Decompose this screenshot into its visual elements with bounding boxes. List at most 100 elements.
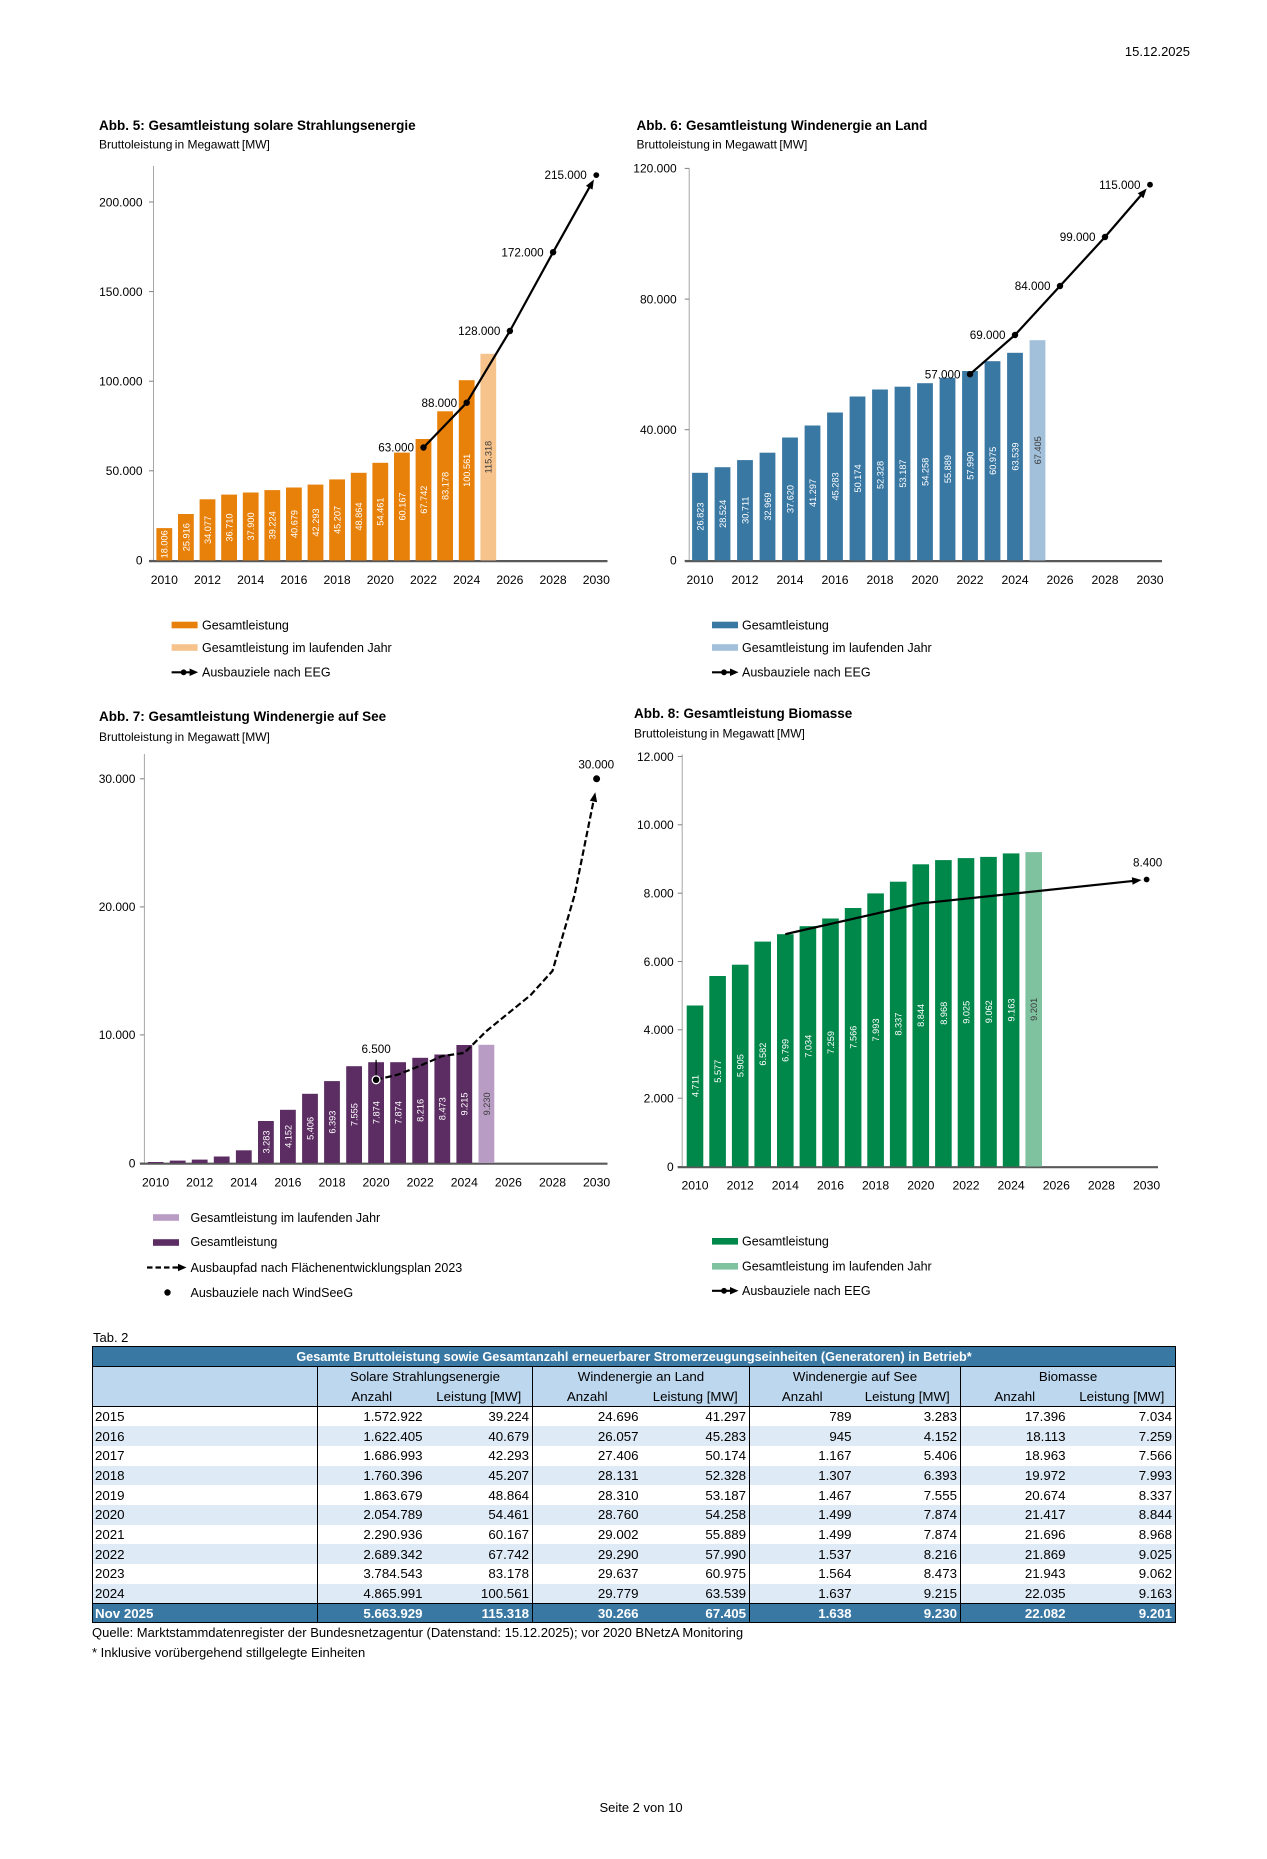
svg-text:2020: 2020: [363, 1175, 390, 1189]
svg-text:2018: 2018: [324, 573, 351, 587]
svg-text:115.000: 115.000: [1099, 179, 1141, 192]
svg-text:Gesamtleistung: Gesamtleistung: [191, 1235, 278, 1249]
svg-text:40.679: 40.679: [289, 510, 299, 538]
svg-text:45.207: 45.207: [333, 506, 343, 534]
svg-text:Bruttoleistung in Megawatt [MW: Bruttoleistung in Megawatt [MW]: [99, 138, 270, 152]
svg-text:Gesamtleistung: Gesamtleistung: [202, 618, 289, 632]
svg-text:8.844: 8.844: [916, 1004, 926, 1027]
svg-text:2014: 2014: [776, 573, 803, 587]
svg-text:6.500: 6.500: [361, 1043, 391, 1056]
svg-text:2022: 2022: [956, 573, 983, 587]
svg-text:2014: 2014: [772, 1178, 799, 1192]
svg-text:Bruttoleistung in Megawatt [MW: Bruttoleistung in Megawatt [MW]: [637, 138, 808, 152]
svg-text:2028: 2028: [1091, 573, 1118, 587]
svg-text:2018: 2018: [866, 573, 893, 587]
svg-text:9.062: 9.062: [984, 1000, 994, 1023]
svg-text:45.283: 45.283: [830, 472, 840, 500]
svg-text:60.167: 60.167: [397, 492, 407, 520]
svg-text:2010: 2010: [686, 573, 713, 587]
svg-text:128.000: 128.000: [458, 325, 501, 338]
svg-text:0: 0: [136, 554, 143, 568]
svg-text:2030: 2030: [1136, 573, 1163, 587]
svg-text:80.000: 80.000: [640, 292, 677, 306]
svg-text:2012: 2012: [194, 573, 221, 587]
svg-text:Abb. 8: Gesamtleistung Biomass: Abb. 8: Gesamtleistung Biomasse: [634, 706, 853, 721]
svg-text:Ausbauziele nach EEG: Ausbauziele nach EEG: [202, 666, 331, 680]
svg-text:2016: 2016: [274, 1175, 301, 1189]
svg-text:83.178: 83.178: [441, 472, 451, 500]
svg-text:42.293: 42.293: [311, 508, 321, 536]
svg-text:115.318: 115.318: [484, 441, 494, 474]
svg-text:5.905: 5.905: [736, 1054, 746, 1077]
svg-text:2030: 2030: [1133, 1178, 1160, 1192]
svg-text:2028: 2028: [540, 573, 567, 587]
svg-text:2030: 2030: [583, 573, 610, 587]
svg-text:7.993: 7.993: [871, 1019, 881, 1042]
svg-text:Ausbaupfad nach Flächenentwick: Ausbaupfad nach Flächenentwicklungsplan …: [191, 1261, 463, 1275]
svg-text:5.406: 5.406: [305, 1117, 315, 1140]
svg-text:2020: 2020: [367, 573, 394, 587]
svg-text:2012: 2012: [727, 1178, 754, 1192]
svg-text:40.000: 40.000: [640, 423, 677, 437]
svg-text:32.969: 32.969: [763, 493, 773, 521]
svg-text:Ausbauziele nach EEG: Ausbauziele nach EEG: [742, 1284, 871, 1298]
svg-text:2020: 2020: [907, 1178, 934, 1192]
svg-text:57.990: 57.990: [965, 452, 975, 480]
svg-text:52.328: 52.328: [875, 461, 885, 489]
svg-text:39.224: 39.224: [268, 511, 278, 539]
svg-text:9.201: 9.201: [1029, 998, 1039, 1021]
svg-text:100.561: 100.561: [462, 454, 472, 487]
svg-text:Ausbauziele nach WindSeeG: Ausbauziele nach WindSeeG: [191, 1286, 354, 1300]
svg-text:25.916: 25.916: [181, 523, 191, 551]
svg-text:9.215: 9.215: [460, 1093, 470, 1116]
svg-text:2016: 2016: [817, 1178, 844, 1192]
svg-text:7.566: 7.566: [849, 1026, 859, 1049]
svg-text:2030: 2030: [583, 1175, 610, 1189]
svg-text:7.874: 7.874: [372, 1101, 382, 1124]
svg-text:8.968: 8.968: [939, 1002, 949, 1025]
svg-text:26.823: 26.823: [695, 503, 705, 531]
svg-text:30.711: 30.711: [740, 496, 750, 523]
svg-text:4.152: 4.152: [283, 1125, 293, 1148]
svg-text:Abb. 6: Gesamtleistung Windene: Abb. 6: Gesamtleistung Windenergie an La…: [637, 118, 928, 133]
svg-text:2020: 2020: [911, 573, 938, 587]
svg-text:4.711: 4.711: [690, 1075, 700, 1097]
svg-text:8.216: 8.216: [416, 1099, 426, 1122]
svg-text:172.000: 172.000: [501, 246, 544, 259]
svg-text:2026: 2026: [1046, 573, 1073, 587]
svg-text:7.555: 7.555: [350, 1103, 360, 1126]
svg-text:100.000: 100.000: [99, 375, 143, 389]
svg-text:18.006: 18.006: [160, 530, 170, 558]
svg-text:2014: 2014: [230, 1175, 257, 1189]
svg-text:55.889: 55.889: [943, 455, 953, 483]
svg-text:48.864: 48.864: [354, 503, 364, 531]
svg-text:8.400: 8.400: [1133, 857, 1163, 870]
svg-text:2018: 2018: [862, 1178, 889, 1192]
svg-text:2012: 2012: [186, 1175, 213, 1189]
svg-text:2014: 2014: [237, 573, 264, 587]
svg-text:54.258: 54.258: [920, 458, 930, 486]
svg-text:6.799: 6.799: [781, 1039, 791, 1062]
svg-text:99.000: 99.000: [1060, 231, 1096, 244]
svg-text:2016: 2016: [280, 573, 307, 587]
svg-text:2026: 2026: [1043, 1178, 1070, 1192]
svg-text:150.000: 150.000: [99, 285, 143, 299]
svg-text:10.000: 10.000: [99, 1028, 136, 1042]
svg-text:67.742: 67.742: [419, 486, 429, 514]
svg-text:53.187: 53.187: [898, 459, 908, 487]
svg-text:2016: 2016: [821, 573, 848, 587]
svg-text:2028: 2028: [539, 1175, 566, 1189]
svg-text:2010: 2010: [151, 573, 178, 587]
svg-text:2022: 2022: [407, 1175, 434, 1189]
svg-text:Gesamtleistung im laufenden Ja: Gesamtleistung im laufenden Jahr: [202, 641, 392, 655]
svg-text:0: 0: [670, 554, 677, 568]
svg-text:2026: 2026: [495, 1175, 522, 1189]
svg-text:Bruttoleistung in Megawatt [MW: Bruttoleistung in Megawatt [MW]: [634, 727, 805, 741]
svg-text:28.524: 28.524: [718, 500, 728, 528]
svg-text:200.000: 200.000: [99, 195, 143, 209]
svg-text:2024: 2024: [451, 1175, 478, 1189]
svg-text:Gesamtleistung im laufenden Ja: Gesamtleistung im laufenden Jahr: [191, 1211, 381, 1225]
svg-text:0: 0: [667, 1160, 674, 1174]
svg-text:0: 0: [129, 1156, 136, 1170]
svg-text:57.000: 57.000: [925, 368, 961, 381]
